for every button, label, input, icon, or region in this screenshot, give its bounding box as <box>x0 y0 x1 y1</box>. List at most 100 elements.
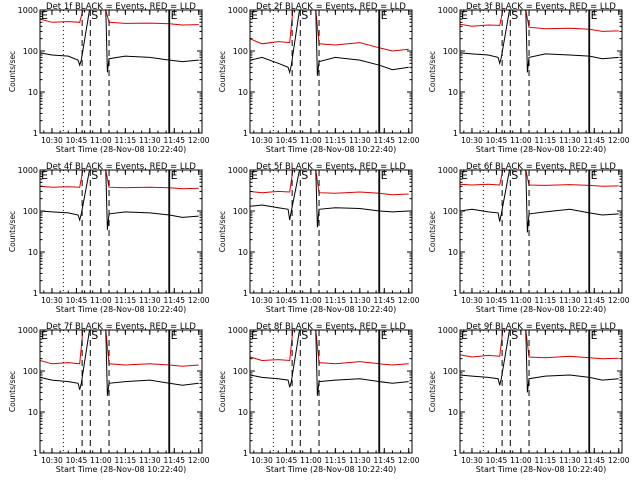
x-tick-label: 11:30 <box>349 136 371 145</box>
x-tick-label: 11:00 <box>510 136 532 145</box>
marker-label: S <box>511 9 518 22</box>
series-line-lld <box>250 10 409 52</box>
x-tick-label: 10:30 <box>461 296 483 305</box>
x-tick-label: 11:00 <box>510 456 532 465</box>
marker-label: S <box>301 9 308 22</box>
x-tick-label: 12:00 <box>188 136 210 145</box>
marker-label: E <box>381 9 388 22</box>
y-tick-label: 10 <box>28 408 38 417</box>
x-tick-label: 11:30 <box>139 136 161 145</box>
chart-title: Det 3f BLACK = Events, RED = LLD <box>466 2 616 12</box>
x-tick-label: 10:45 <box>486 456 508 465</box>
x-tick-label: 11:15 <box>115 456 137 465</box>
y-tick-label: 100 <box>233 47 248 56</box>
y-tick-label: 1000 <box>228 166 248 175</box>
chart-title: Det 2f BLACK = Events, RED = LLD <box>256 2 406 12</box>
plot-frame <box>459 9 623 134</box>
y-tick-label: 100 <box>443 367 458 376</box>
x-tick-label: 11:45 <box>163 456 185 465</box>
x-tick-label: 10:45 <box>486 296 508 305</box>
series-line-lld <box>460 330 619 360</box>
x-tick-label: 10:30 <box>251 296 273 305</box>
y-tick-label: 1000 <box>228 6 248 15</box>
y-tick-label: 1000 <box>438 6 458 15</box>
x-tick-label: 11:30 <box>559 296 581 305</box>
plot-frame <box>249 329 413 454</box>
marker-label: S <box>301 169 308 182</box>
x-tick-label: 11:00 <box>300 136 322 145</box>
x-tick-label: 11:30 <box>349 456 371 465</box>
x-axis-label: Start Time (28-Nov-08 10:22:40) <box>476 305 606 314</box>
y-tick-label: 1000 <box>18 326 38 335</box>
x-tick-label: 11:45 <box>373 296 395 305</box>
series-line-events <box>250 10 409 76</box>
x-tick-label: 10:30 <box>461 136 483 145</box>
series-line-events <box>40 10 199 73</box>
y-tick-label: 1 <box>453 449 458 458</box>
y-axis-label: Counts/sec <box>428 211 437 252</box>
x-axis-label: Start Time (28-Nov-08 10:22:40) <box>266 145 396 154</box>
x-tick-label: 11:30 <box>559 456 581 465</box>
marker-label: E <box>41 9 48 22</box>
y-tick-label: 1 <box>453 129 458 138</box>
chart-title: Det 9f BLACK = Events, RED = LLD <box>466 322 616 332</box>
x-tick-label: 11:30 <box>139 456 161 465</box>
plot-frame <box>459 169 623 294</box>
x-tick-label: 11:45 <box>373 456 395 465</box>
x-tick-label: 11:00 <box>300 456 322 465</box>
marker-label: E <box>251 169 258 182</box>
y-tick-label: 1 <box>453 289 458 298</box>
y-tick-label: 10 <box>448 88 458 97</box>
marker-label: E <box>171 169 178 182</box>
y-tick-label: 100 <box>443 207 458 216</box>
x-tick-label: 10:30 <box>251 136 273 145</box>
series-line-events <box>40 170 199 230</box>
x-tick-label: 10:30 <box>41 456 63 465</box>
series-line-events <box>250 330 409 396</box>
x-tick-label: 11:30 <box>349 296 371 305</box>
x-tick-label: 11:00 <box>300 296 322 305</box>
x-tick-label: 11:45 <box>163 296 185 305</box>
marker-label: E <box>381 169 388 182</box>
y-tick-label: 1000 <box>438 326 458 335</box>
y-tick-label: 10 <box>28 88 38 97</box>
marker-label: E <box>591 9 598 22</box>
x-tick-label: 11:45 <box>373 136 395 145</box>
x-tick-label: 11:15 <box>115 296 137 305</box>
plot-frame <box>39 169 203 294</box>
y-axis-label: Counts/sec <box>8 51 17 92</box>
marker-label: E <box>171 329 178 342</box>
x-axis-label: Start Time (28-Nov-08 10:22:40) <box>56 145 186 154</box>
x-axis-label: Start Time (28-Nov-08 10:22:40) <box>476 465 606 474</box>
y-tick-label: 1000 <box>18 166 38 175</box>
marker-label: S <box>511 329 518 342</box>
y-tick-label: 100 <box>23 367 38 376</box>
y-tick-label: 100 <box>23 47 38 56</box>
marker-label: E <box>251 9 258 22</box>
plot-frame <box>39 329 203 454</box>
chart-title: Det 4f BLACK = Events, RED = LLD <box>46 162 196 172</box>
marker-label: E <box>41 329 48 342</box>
y-tick-label: 1 <box>33 289 38 298</box>
y-axis-label: Counts/sec <box>8 371 17 412</box>
plot-frame <box>459 329 623 454</box>
x-tick-label: 10:45 <box>66 296 88 305</box>
y-tick-label: 1 <box>33 449 38 458</box>
marker-label: E <box>591 169 598 182</box>
plot-frame <box>249 169 413 294</box>
marker-label: E <box>461 9 468 22</box>
series-line-events <box>460 10 619 73</box>
chart-title: Det 7f BLACK = Events, RED = LLD <box>46 322 196 332</box>
y-tick-label: 10 <box>238 88 248 97</box>
series-line-lld <box>40 10 199 26</box>
x-tick-label: 11:30 <box>139 296 161 305</box>
y-tick-label: 1000 <box>228 326 248 335</box>
x-tick-label: 11:15 <box>115 136 137 145</box>
